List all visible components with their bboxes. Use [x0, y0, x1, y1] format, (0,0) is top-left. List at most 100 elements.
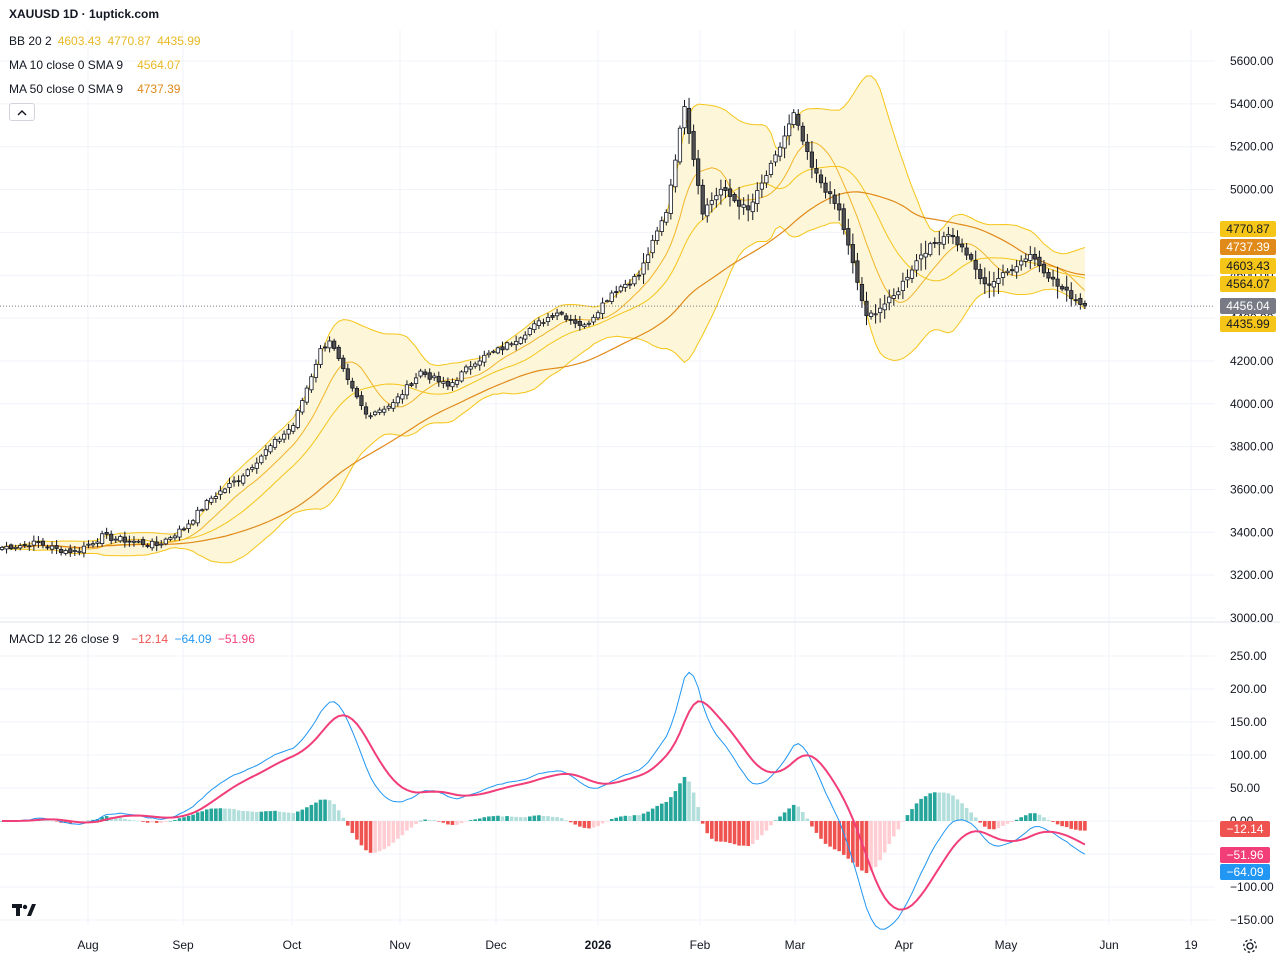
- candle-body: [281, 433, 287, 440]
- candle-body: [655, 230, 660, 241]
- gear-icon[interactable]: [1241, 937, 1259, 955]
- macd-hist-bar: [737, 821, 741, 846]
- candle: [741, 197, 746, 215]
- price-tag-label: 4435.99: [1226, 317, 1270, 331]
- legend-ma10[interactable]: MA 10 close 0 SMA 9 4564.07: [9, 57, 180, 73]
- candle-body: [891, 295, 896, 299]
- candle-body: [218, 490, 223, 495]
- candle: [1000, 264, 1006, 286]
- time-tick-label: Aug: [77, 938, 98, 952]
- candle-body: [746, 205, 751, 211]
- candle-body: [686, 107, 692, 134]
- macd-hist-bar: [1083, 821, 1087, 831]
- macd-hist-bar: [619, 816, 623, 821]
- candle-body: [937, 242, 942, 245]
- ma10-line: [1, 141, 1086, 550]
- candle: [136, 539, 141, 544]
- candle-body: [514, 341, 519, 346]
- candle: [404, 380, 410, 400]
- candle: [814, 159, 819, 183]
- candle: [86, 540, 91, 549]
- candle-body: [450, 382, 455, 388]
- candle: [145, 543, 150, 549]
- candle: [491, 349, 496, 354]
- legend-ma50[interactable]: MA 50 close 0 SMA 9 4737.39: [9, 81, 180, 97]
- candle-body: [1069, 290, 1074, 299]
- macd-hist-bar: [127, 819, 132, 821]
- macd-tick-label: −100.00: [1230, 880, 1274, 894]
- candle-body: [950, 234, 956, 238]
- candle: [49, 541, 55, 554]
- candle-body: [1041, 263, 1047, 274]
- macd-hist-bar: [914, 803, 919, 821]
- candle-body: [959, 243, 965, 248]
- candle-body: [978, 269, 983, 279]
- macd-tick-label: 200.00: [1230, 682, 1267, 696]
- tradingview-logo-icon[interactable]: [10, 900, 38, 920]
- candle-body: [500, 346, 505, 351]
- macd-hist-bar: [596, 821, 600, 827]
- candle-body: [600, 302, 605, 314]
- macd-hist-bar: [350, 821, 355, 833]
- candle-body: [896, 291, 901, 296]
- macd-hist-bar: [1074, 821, 1078, 830]
- macd-hist-bar: [714, 821, 719, 842]
- candle-body: [987, 283, 992, 286]
- candle-body: [432, 375, 437, 379]
- symbol-title[interactable]: XAUUSD 1D · 1uptick.com: [9, 7, 160, 21]
- candle: [732, 192, 737, 203]
- macd-tags: −12.14 −51.96 −64.09: [1220, 821, 1270, 880]
- candle: [31, 535, 36, 551]
- macd-hist-bar: [632, 815, 637, 821]
- candle: [482, 350, 487, 367]
- candle: [718, 179, 724, 205]
- macd-hist-bar: [682, 776, 687, 821]
- macd-hist-bar: [760, 821, 764, 836]
- macd-hist-bar: [500, 816, 505, 821]
- candle-body: [923, 252, 928, 258]
- macd-hist-bar: [659, 803, 664, 821]
- candle: [677, 125, 683, 165]
- candle-body: [768, 162, 774, 175]
- macd-tag-label: −12.14: [1226, 822, 1263, 836]
- macd-hist-bar: [250, 811, 255, 821]
- macd-hist-bar: [650, 808, 655, 821]
- legend-collapse-button[interactable]: [9, 103, 35, 121]
- macd-hist-bar: [814, 821, 819, 833]
- macd-hist-bar: [286, 812, 291, 821]
- candle: [281, 430, 287, 443]
- macd-hist-bar: [750, 821, 755, 844]
- macd-hist-bar: [227, 808, 232, 821]
- candle: [841, 203, 846, 235]
- candle: [650, 234, 655, 259]
- price-tag: 4564.07: [1220, 276, 1276, 292]
- candle: [982, 267, 987, 294]
- candle: [846, 218, 851, 255]
- macd-hist-bar: [468, 820, 473, 821]
- candle-body: [441, 381, 446, 384]
- price-tick-label: 3200.00: [1230, 568, 1274, 582]
- candle-body: [559, 311, 564, 315]
- candle: [445, 377, 451, 391]
- candle: [768, 160, 774, 178]
- legend-bb[interactable]: BB 20 2 4603.43 4770.87 4435.99: [9, 33, 201, 49]
- candle-body: [486, 352, 491, 356]
- macd-hist-bar: [282, 812, 286, 821]
- macd-hist-bar: [277, 811, 282, 821]
- macd-tag: −51.96: [1220, 847, 1270, 863]
- macd-hist-bar: [368, 821, 373, 853]
- candle-body: [81, 545, 86, 554]
- candle-body: [864, 300, 869, 317]
- macd-hist-bar: [705, 821, 710, 834]
- legend-macd[interactable]: MACD 12 26 close 9 −12.14 −64.09 −51.96: [9, 631, 255, 647]
- candle-body: [873, 313, 878, 316]
- candle-body: [190, 520, 196, 525]
- candle-body: [8, 544, 14, 550]
- candle: [1005, 268, 1010, 276]
- candle-body: [791, 112, 796, 126]
- candle: [586, 320, 592, 327]
- candle-body: [350, 380, 355, 389]
- legend-bb-basis: 4603.43: [57, 34, 102, 48]
- candle-body: [145, 545, 150, 547]
